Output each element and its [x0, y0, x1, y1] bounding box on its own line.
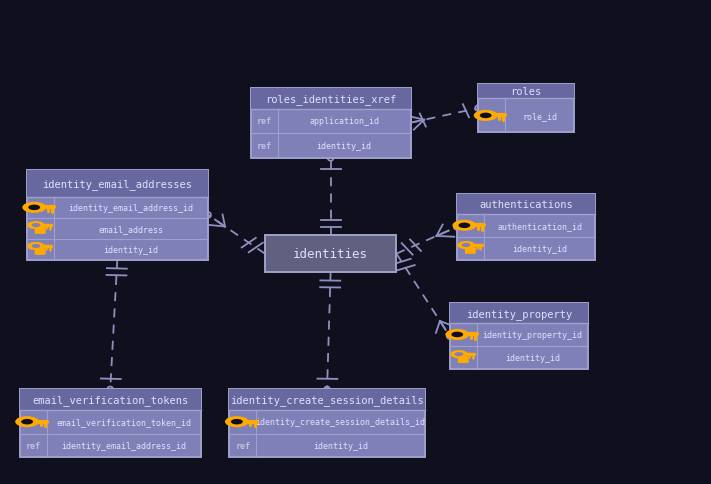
FancyBboxPatch shape — [478, 85, 574, 133]
Ellipse shape — [28, 205, 40, 211]
Ellipse shape — [457, 242, 475, 250]
FancyBboxPatch shape — [465, 248, 476, 254]
Ellipse shape — [474, 111, 498, 121]
Ellipse shape — [461, 243, 471, 247]
Text: application_id: application_id — [309, 117, 379, 126]
Text: role_id: role_id — [522, 112, 557, 121]
FancyBboxPatch shape — [251, 89, 411, 159]
Text: identities: identities — [293, 248, 368, 260]
FancyBboxPatch shape — [27, 171, 208, 260]
Text: identity_property_id: identity_property_id — [483, 330, 582, 339]
Text: ref: ref — [235, 441, 250, 450]
FancyBboxPatch shape — [456, 195, 596, 260]
Ellipse shape — [225, 416, 249, 427]
FancyBboxPatch shape — [229, 390, 425, 410]
FancyBboxPatch shape — [19, 390, 201, 457]
Ellipse shape — [450, 350, 468, 359]
Ellipse shape — [451, 332, 463, 337]
FancyBboxPatch shape — [449, 304, 589, 323]
Text: authentications: authentications — [479, 199, 573, 210]
FancyBboxPatch shape — [265, 236, 397, 272]
Text: roles: roles — [510, 87, 542, 97]
Text: identity_email_address_id: identity_email_address_id — [61, 441, 186, 450]
FancyBboxPatch shape — [19, 390, 201, 410]
Text: ref: ref — [257, 117, 272, 126]
FancyBboxPatch shape — [458, 357, 469, 363]
FancyBboxPatch shape — [478, 85, 574, 99]
FancyBboxPatch shape — [456, 195, 596, 214]
Ellipse shape — [31, 224, 41, 227]
Text: identity_property: identity_property — [466, 308, 572, 319]
Ellipse shape — [480, 113, 491, 119]
Text: identity_email_address_id: identity_email_address_id — [68, 203, 193, 212]
Text: identity_create_session_details: identity_create_session_details — [230, 394, 424, 405]
Text: email_verification_token_id: email_verification_token_id — [56, 417, 191, 426]
Text: identity_create_session_details_id: identity_create_session_details_id — [255, 417, 426, 426]
Ellipse shape — [452, 220, 476, 231]
Ellipse shape — [231, 419, 242, 424]
FancyBboxPatch shape — [27, 171, 208, 197]
Ellipse shape — [454, 352, 464, 356]
Ellipse shape — [22, 202, 46, 213]
Ellipse shape — [459, 223, 470, 228]
FancyBboxPatch shape — [35, 249, 46, 256]
Ellipse shape — [15, 416, 39, 427]
Text: identity_id: identity_id — [512, 244, 567, 253]
FancyBboxPatch shape — [35, 228, 46, 234]
Text: identity_id: identity_id — [316, 142, 372, 151]
Ellipse shape — [21, 419, 33, 424]
Text: authentication_id: authentication_id — [497, 221, 582, 230]
Text: ref: ref — [257, 142, 272, 151]
Text: identity_email_addresses: identity_email_addresses — [43, 179, 192, 189]
FancyBboxPatch shape — [251, 89, 411, 109]
Text: ref: ref — [26, 441, 41, 450]
FancyBboxPatch shape — [229, 390, 425, 457]
Text: email_verification_tokens: email_verification_tokens — [32, 394, 188, 405]
Ellipse shape — [27, 242, 45, 251]
Text: identity_id: identity_id — [313, 441, 368, 450]
Text: identity_id: identity_id — [103, 245, 159, 254]
Text: roles_identities_xref: roles_identities_xref — [265, 93, 396, 104]
Ellipse shape — [445, 329, 469, 340]
Text: email_address: email_address — [98, 224, 164, 233]
FancyBboxPatch shape — [449, 304, 589, 369]
Text: identity_id: identity_id — [505, 353, 560, 362]
Ellipse shape — [31, 244, 41, 249]
Ellipse shape — [27, 222, 45, 230]
